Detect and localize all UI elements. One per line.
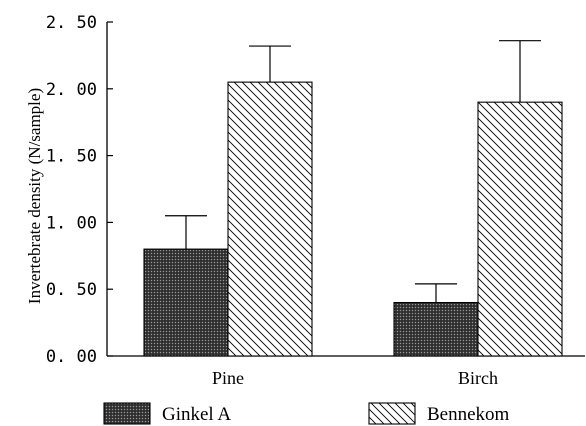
x-category-label: Birch [458,368,498,388]
bar-ginkel-a-pine [143,248,229,357]
legend-swatch-bennekom [368,402,416,425]
plot-area [143,40,563,357]
y-tick-label: 0. 00 [46,347,97,367]
legend: Ginkel A Bennekom [103,402,510,425]
y-tick-label: 1. 50 [46,147,97,167]
y-axis-label: Invertebrate density (N/sample) [25,88,44,304]
bar-ginkel-a-birch [393,302,479,357]
y-tick-label: 2. 00 [46,80,97,100]
y-axis: 0. 00 0. 50 1. 00 1. 50 2. 00 2. 50 [46,13,113,367]
x-category-label: Pine [212,368,244,388]
bar-bennekom-birch [477,101,563,357]
y-tick-label: 1. 00 [46,213,97,233]
y-tick-label: 0. 50 [46,280,97,300]
legend-swatch-ginkel-a [103,402,151,425]
bar-bennekom-pine [227,81,313,357]
legend-label: Ginkel A [162,404,231,425]
y-tick-label: 2. 50 [46,13,97,33]
x-category-labels: Pine Birch [212,368,498,388]
legend-label: Bennekom [427,404,510,425]
